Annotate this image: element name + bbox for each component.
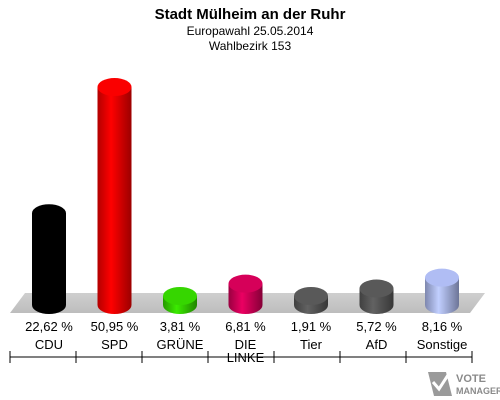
bar-top-cap (163, 287, 197, 305)
ballot-check-icon (428, 371, 452, 396)
bars-group (32, 78, 459, 314)
category-label: CDU (35, 337, 63, 352)
chart-title: Stadt Mülheim an der Ruhr (155, 6, 346, 23)
bar-top-cap (359, 279, 394, 298)
category-label: DIE LINKE (227, 337, 265, 365)
bar-body (32, 213, 66, 314)
logo-line-1: VOTE (456, 373, 486, 385)
category-label: GRÜNE (157, 337, 204, 352)
category-label: Sonstige (417, 337, 468, 352)
value-label: 6,81 % (225, 319, 266, 334)
bar-top-cap (32, 204, 66, 223)
value-label: 50,95 % (91, 319, 139, 334)
value-label: 3,81 % (160, 319, 201, 334)
bar-top-cap (294, 287, 328, 305)
bar-die-linke (228, 274, 263, 314)
bar-tier (294, 287, 328, 314)
bar-grüne (163, 287, 197, 314)
value-label: 5,72 % (356, 319, 397, 334)
bar-afd (359, 279, 394, 314)
labels-group: 22,62 % CDU 50,95 % SPD 3,81 % GRÜNE 6,81 % DIE… (25, 319, 467, 365)
bar-body (97, 87, 132, 314)
logo-line-2: MANAGER (456, 386, 500, 396)
bar-spd (97, 78, 132, 314)
category-label: SPD (101, 337, 128, 352)
vote-manager-logo: VOTE MANAGER (428, 371, 500, 396)
value-label: 22,62 % (25, 319, 73, 334)
value-label: 1,91 % (291, 319, 332, 334)
value-label: 8,16 % (422, 319, 463, 334)
bar-body (425, 277, 459, 314)
chart-subtitle-date: Europawahl 25.05.2014 (187, 24, 314, 38)
bar-sonstige (425, 268, 459, 314)
bar-top-cap (228, 274, 263, 293)
category-label: AfD (366, 337, 388, 352)
bar-top-cap (425, 268, 459, 287)
category-label: Tier (300, 337, 323, 352)
bar-cdu (32, 204, 66, 314)
chart-subtitle-district: Wahlbezirk 153 (209, 39, 292, 53)
axis-ticks-group (9, 351, 473, 363)
bar-top-cap (97, 78, 132, 97)
